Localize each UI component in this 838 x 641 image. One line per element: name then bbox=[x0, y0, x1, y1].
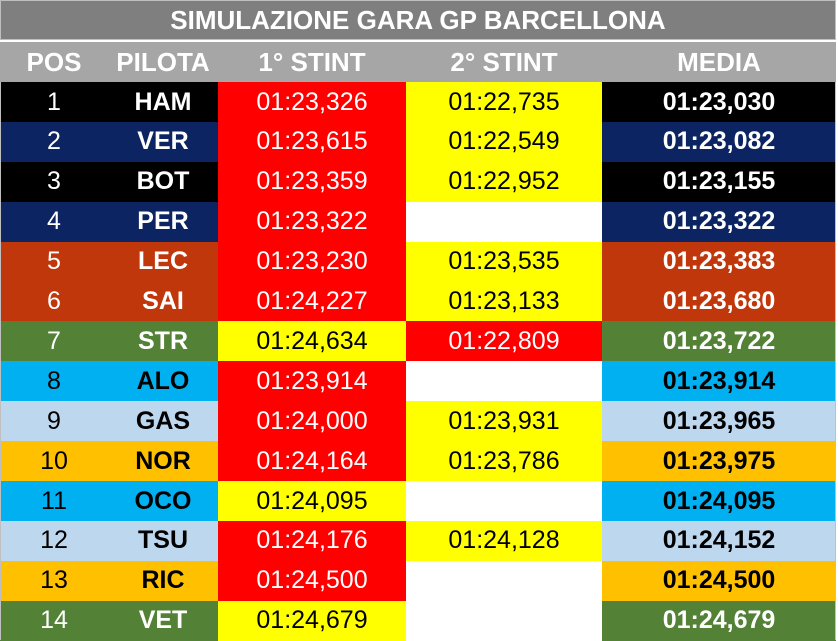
cell-stint2: 01:22,809 bbox=[406, 321, 602, 362]
cell-media: 01:23,914 bbox=[602, 361, 836, 402]
cell-pilota: STR bbox=[108, 321, 218, 362]
cell-pilota: VET bbox=[108, 600, 218, 641]
cell-media: 01:23,082 bbox=[602, 121, 836, 162]
table-row: 1 HAM 01:23,326 01:22,735 01:23,030 bbox=[0, 82, 836, 122]
cell-stint2: 01:24,128 bbox=[406, 520, 602, 561]
cell-pilota: VER bbox=[108, 121, 218, 162]
cell-stint1: 01:23,326 bbox=[218, 82, 406, 122]
cell-stint1: 01:23,230 bbox=[218, 241, 406, 282]
cell-pos: 1 bbox=[0, 82, 108, 122]
cell-pos: 9 bbox=[0, 401, 108, 442]
header-stint2: 2° STINT bbox=[450, 46, 558, 77]
cell-pilota: OCO bbox=[108, 481, 218, 521]
table-row: 8 ALO 01:23,914 01:23,914 bbox=[0, 361, 836, 402]
table-row: 6 SAI 01:24,227 01:23,133 01:23,680 bbox=[0, 281, 836, 322]
header-media: MEDIA bbox=[677, 46, 761, 77]
table-row: 5 LEC 01:23,230 01:23,535 01:23,383 bbox=[0, 241, 836, 282]
table-title: SIMULAZIONE GARA GP BARCELLONA bbox=[0, 0, 836, 40]
cell-pilota: GAS bbox=[108, 401, 218, 442]
table-row: 13 RIC 01:24,500 01:24,500 bbox=[0, 560, 836, 601]
cell-pos: 7 bbox=[0, 321, 108, 362]
cell-stint1: 01:23,322 bbox=[218, 201, 406, 242]
cell-stint2: 01:23,786 bbox=[406, 441, 602, 482]
cell-media: 01:24,152 bbox=[602, 520, 836, 561]
cell-stint2: 01:22,735 bbox=[406, 82, 602, 122]
cell-pilota: HAM bbox=[108, 82, 218, 122]
cell-stint2 bbox=[406, 201, 602, 242]
table-row: 9 GAS 01:24,000 01:23,931 01:23,965 bbox=[0, 401, 836, 442]
table-row: 4 PER 01:23,322 01:23,322 bbox=[0, 201, 836, 242]
cell-stint2: 01:22,549 bbox=[406, 121, 602, 162]
table-row: 12 TSU 01:24,176 01:24,128 01:24,152 bbox=[0, 520, 836, 561]
cell-media: 01:23,383 bbox=[602, 241, 836, 282]
cell-stint1: 01:24,227 bbox=[218, 281, 406, 322]
cell-media: 01:23,965 bbox=[602, 401, 836, 442]
table-row: 11 OCO 01:24,095 01:24,095 bbox=[0, 481, 836, 521]
cell-pilota: NOR bbox=[108, 441, 218, 482]
cell-media: 01:24,095 bbox=[602, 481, 836, 521]
cell-media: 01:23,030 bbox=[602, 82, 836, 122]
cell-stint1: 01:23,914 bbox=[218, 361, 406, 402]
cell-pos: 13 bbox=[0, 560, 108, 601]
cell-stint1: 01:24,095 bbox=[218, 481, 406, 521]
header-stint1: 1° STINT bbox=[258, 46, 366, 77]
cell-pilota: PER bbox=[108, 201, 218, 242]
table-row: 7 STR 01:24,634 01:22,809 01:23,722 bbox=[0, 321, 836, 362]
cell-pos: 8 bbox=[0, 361, 108, 402]
cell-stint1: 01:24,679 bbox=[218, 600, 406, 641]
header-row: POS PILOTA 1° STINT 2° STINT MEDIA bbox=[0, 42, 836, 82]
cell-pos: 10 bbox=[0, 441, 108, 482]
cell-media: 01:23,322 bbox=[602, 201, 836, 242]
cell-stint2: 01:22,952 bbox=[406, 161, 602, 202]
cell-pos: 14 bbox=[0, 600, 108, 641]
cell-media: 01:23,680 bbox=[602, 281, 836, 322]
cell-stint1: 01:24,164 bbox=[218, 441, 406, 482]
cell-pos: 4 bbox=[0, 201, 108, 242]
table-row: 14 VET 01:24,679 01:24,679 bbox=[0, 600, 836, 641]
cell-pos: 11 bbox=[0, 481, 108, 521]
cell-stint2: 01:23,133 bbox=[406, 281, 602, 322]
cell-pilota: RIC bbox=[108, 560, 218, 601]
table-row: 3 BOT 01:23,359 01:22,952 01:23,155 bbox=[0, 161, 836, 202]
cell-pilota: SAI bbox=[108, 281, 218, 322]
cell-stint1: 01:24,500 bbox=[218, 560, 406, 601]
cell-media: 01:23,155 bbox=[602, 161, 836, 202]
cell-stint1: 01:23,615 bbox=[218, 121, 406, 162]
cell-pos: 2 bbox=[0, 121, 108, 162]
cell-media: 01:23,722 bbox=[602, 321, 836, 362]
cell-stint1: 01:24,176 bbox=[218, 520, 406, 561]
cell-stint2 bbox=[406, 560, 602, 601]
cell-pos: 12 bbox=[0, 520, 108, 561]
table-row: 2 VER 01:23,615 01:22,549 01:23,082 bbox=[0, 121, 836, 162]
table-row: 10 NOR 01:24,164 01:23,786 01:23,975 bbox=[0, 441, 836, 482]
cell-stint1: 01:23,359 bbox=[218, 161, 406, 202]
cell-stint2: 01:23,931 bbox=[406, 401, 602, 442]
header-pos: POS bbox=[26, 46, 82, 77]
cell-pos: 5 bbox=[0, 241, 108, 282]
cell-pilota: TSU bbox=[108, 520, 218, 561]
cell-media: 01:24,679 bbox=[602, 600, 836, 641]
cell-stint2 bbox=[406, 600, 602, 641]
cell-stint2: 01:23,535 bbox=[406, 241, 602, 282]
cell-media: 01:23,975 bbox=[602, 441, 836, 482]
cell-pilota: BOT bbox=[108, 161, 218, 202]
cell-stint2 bbox=[406, 481, 602, 521]
cell-stint1: 01:24,000 bbox=[218, 401, 406, 442]
header-pilota: PILOTA bbox=[116, 46, 210, 77]
cell-stint1: 01:24,634 bbox=[218, 321, 406, 362]
cell-pilota: LEC bbox=[108, 241, 218, 282]
cell-media: 01:24,500 bbox=[602, 560, 836, 601]
cell-pos: 6 bbox=[0, 281, 108, 322]
cell-pos: 3 bbox=[0, 161, 108, 202]
cell-pilota: ALO bbox=[108, 361, 218, 402]
cell-stint2 bbox=[406, 361, 602, 402]
